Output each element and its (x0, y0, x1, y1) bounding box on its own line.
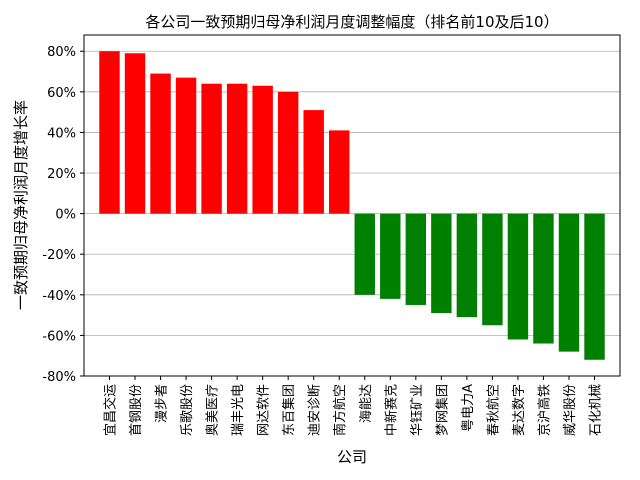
y-tick-label: 0% (55, 208, 76, 223)
bar (175, 77, 197, 214)
y-tick-label: 20% (47, 167, 76, 182)
x-tick-label: 奥美医疗 (206, 384, 221, 436)
plot-frame (83, 34, 621, 377)
bar (252, 85, 273, 214)
x-tick-label: 京沪高铁 (536, 384, 552, 436)
y-tick-label: 60% (47, 86, 76, 101)
bar (99, 51, 120, 214)
bar (303, 110, 324, 214)
y-tick-label: -80% (42, 370, 76, 385)
bar (226, 83, 248, 214)
x-tick-label: 迪安诊断 (308, 384, 323, 436)
bars (99, 51, 605, 360)
x-tick-label: 春秋航空 (485, 384, 501, 436)
x-tick-label: 梦网集团 (434, 384, 450, 436)
x-tick-label: 粤电力A (460, 384, 476, 432)
bar (405, 213, 427, 305)
y-tick-label: -20% (42, 248, 76, 263)
x-tick-label: 东百集团 (281, 384, 297, 436)
x-tick-label: 乐歌股份 (180, 384, 195, 436)
x-tick-label: 南方航空 (332, 384, 348, 436)
bar (558, 213, 580, 352)
x-tick-label: 首钢股份 (129, 384, 144, 436)
y-tick-label: 80% (47, 45, 76, 60)
x-axis-label: 公司 (337, 448, 367, 466)
x-tick-label: 海能达 (359, 384, 374, 423)
x-axis: 宜昌交运 首钢股份 漫步者 乐歌股份 奥美医疗 瑞丰光电 网达软件 东百集团 迪安诊断 南方航空海… (102, 376, 604, 436)
x-tick-label: 漫步者 (155, 384, 170, 423)
x-tick-label: 网达软件 (257, 384, 272, 436)
y-tick-label: -40% (42, 289, 76, 304)
x-tick-label: 华钰矿业 (410, 384, 425, 436)
y-axis-label: 一致预期归母净利润月度增长率 (12, 100, 30, 310)
bar (124, 53, 146, 214)
bar (150, 73, 171, 214)
bar (380, 213, 401, 299)
bar (329, 130, 350, 214)
x-tick-label: 瑞丰光电 (231, 384, 246, 436)
y-axis: -80% -60% -40% -20% 0% 20% 40% 60% 80% (42, 45, 84, 385)
x-tick-label: 威华股份 (563, 384, 578, 436)
bar (277, 91, 299, 214)
x-tick-label: 石化机械 (589, 384, 604, 436)
y-tick-label: 40% (47, 126, 76, 141)
bar (584, 213, 605, 360)
bar (533, 213, 554, 344)
bar (507, 213, 529, 340)
bar (201, 83, 222, 214)
bar (456, 213, 478, 318)
x-tick-label: 宜昌交运 (102, 384, 118, 436)
x-tick-label: 中新赛克 (383, 384, 399, 436)
bar (354, 213, 375, 295)
chart-title: 各公司一致预期归母净利润月度调整幅度（排名前10及后10） (145, 13, 558, 31)
bar (431, 213, 452, 314)
y-tick-label: -60% (42, 329, 76, 344)
x-tick-label: 麦达数字 (512, 384, 527, 436)
bar (482, 213, 503, 326)
